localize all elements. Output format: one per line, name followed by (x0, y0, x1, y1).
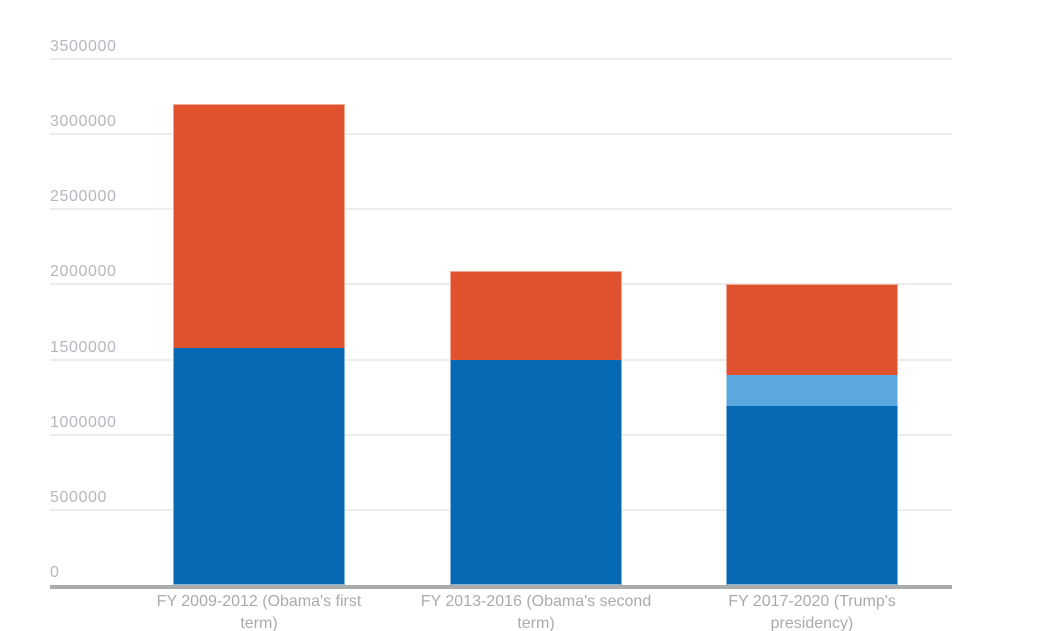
gridline (50, 58, 952, 60)
y-axis-tick-label: 1000000 (50, 414, 117, 431)
gridline (50, 208, 952, 210)
y-axis-tick-label: 2000000 (50, 263, 117, 280)
x-axis-category-label-line: FY 2009-2012 (Obama's first (156, 593, 362, 610)
y-axis-tick-label: 500000 (50, 489, 107, 506)
x-axis-category-label: FY 2017-2020 (Trump's presidency) (680, 591, 944, 631)
bar-segment-red-top-segment (726, 284, 898, 375)
bar-segment-red-top-segment (450, 270, 622, 360)
x-axis-baseline (50, 585, 952, 589)
x-axis-category-label-line: presidency) (770, 615, 854, 631)
x-axis-category-label-line: FY 2017-2020 (Trump's (728, 593, 896, 610)
x-axis-category-label-line: term) (517, 615, 555, 631)
y-axis-tick-label: 3000000 (50, 113, 117, 130)
gridline (50, 133, 952, 135)
y-axis-tick-label: 3500000 (50, 38, 117, 55)
x-axis-category-label: FY 2013-2016 (Obama's second term) (404, 591, 668, 631)
x-axis-category-label-line: term) (240, 615, 278, 631)
bar-segment-red-top-segment (173, 104, 345, 348)
bar-segment-light-blue-middle-segment (726, 374, 898, 407)
y-axis-tick-label: 0 (50, 564, 60, 581)
bar-segment-blue-bottom-segment (726, 406, 898, 585)
x-axis-category-label-line: FY 2013-2016 (Obama's second (420, 593, 652, 610)
bar-segment-blue-bottom-segment (173, 347, 345, 585)
x-axis-category-label: FY 2009-2012 (Obama's first term) (127, 591, 391, 631)
bar-segment-blue-bottom-segment (450, 359, 622, 585)
y-axis-tick-label: 1500000 (50, 339, 117, 356)
y-axis-tick-label: 2500000 (50, 188, 117, 205)
